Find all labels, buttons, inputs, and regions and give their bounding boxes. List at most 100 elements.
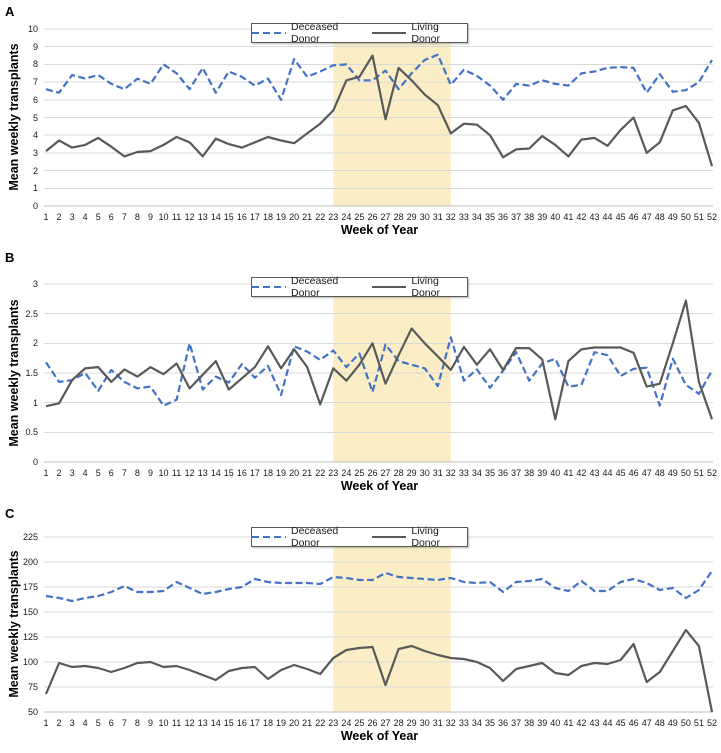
x-tick-label: 22 xyxy=(315,718,326,728)
x-tick-label: 33 xyxy=(458,468,469,478)
y-tick-label: 3 xyxy=(32,147,38,158)
x-tick-label: 17 xyxy=(249,468,260,478)
x-tick-label: 10 xyxy=(158,468,169,478)
x-tick-label: 39 xyxy=(537,468,548,478)
x-tick-label: 38 xyxy=(524,212,535,222)
legend-entry-living: Living Donor xyxy=(372,275,467,299)
x-tick-label: 1 xyxy=(43,468,49,478)
x-tick-label: 17 xyxy=(249,718,260,728)
x-tick-label: 43 xyxy=(589,718,600,728)
y-tick-label: 100 xyxy=(22,657,38,667)
x-tick-label: 2 xyxy=(56,468,62,478)
x-tick-label: 43 xyxy=(589,212,600,222)
x-tick-label: 40 xyxy=(550,468,561,478)
x-tick-label: 34 xyxy=(471,468,482,478)
x-tick-label: 27 xyxy=(380,718,391,728)
x-tick-label: 5 xyxy=(95,212,101,222)
x-tick-label: 38 xyxy=(524,468,535,478)
x-tick-label: 14 xyxy=(210,718,221,728)
x-tick-label: 22 xyxy=(315,212,326,222)
x-tick-label: 51 xyxy=(693,468,704,478)
x-tick-label: 3 xyxy=(69,718,75,728)
x-tick-label: 8 xyxy=(134,718,140,728)
x-tick-label: 37 xyxy=(511,212,522,222)
y-tick-label: 9 xyxy=(32,41,38,52)
legend-label-living: Living Donor xyxy=(411,525,440,549)
x-tick-label: 37 xyxy=(511,468,522,478)
x-tick-label: 3 xyxy=(69,468,75,478)
panel-label-b: B xyxy=(5,250,15,265)
legend: Deceased Donor Living Donor xyxy=(251,275,468,299)
x-tick-label: 29 xyxy=(406,212,417,222)
x-tick-label: 18 xyxy=(262,718,273,728)
x-tick-label: 39 xyxy=(537,212,548,222)
x-tick-label: 42 xyxy=(576,468,587,478)
legend-label-living: Living Donor xyxy=(411,275,440,299)
deceased-donor-dash-sample-icon xyxy=(252,285,286,289)
series-deceased-donor xyxy=(45,336,713,407)
x-tick-label: 34 xyxy=(471,718,482,728)
y-tick-label: 0 xyxy=(32,457,38,467)
living-donor-line-sample-icon xyxy=(372,535,407,539)
x-tick-label: 12 xyxy=(184,468,195,478)
legend-entry-living: Living Donor xyxy=(372,525,467,549)
x-tick-label: 24 xyxy=(341,468,352,478)
x-tick-label: 13 xyxy=(197,468,208,478)
y-tick-label: 7 xyxy=(32,77,38,88)
series-deceased-donor xyxy=(45,53,713,101)
x-tick-label: 20 xyxy=(289,718,300,728)
x-tick-label: 41 xyxy=(563,718,574,728)
x-tick-label: 52 xyxy=(706,212,717,222)
series-living-donor xyxy=(44,628,714,713)
x-tick-label: 26 xyxy=(367,212,378,222)
deceased-donor-dash-sample-icon xyxy=(252,31,286,35)
legend-label-deceased: Deceased Donor xyxy=(290,525,339,549)
x-tick-label: 40 xyxy=(550,212,561,222)
x-tick-label: 23 xyxy=(328,212,339,222)
x-tick-label: 39 xyxy=(537,718,548,728)
panel-label-c: C xyxy=(5,506,15,521)
x-tick-label: 18 xyxy=(262,212,273,222)
x-tick-label: 30 xyxy=(419,718,430,728)
x-tick-label: 6 xyxy=(108,468,114,478)
y-tick-label: 1 xyxy=(32,183,38,194)
x-tick-label: 50 xyxy=(680,718,691,728)
y-tick-label: 175 xyxy=(22,582,38,592)
y-tick-label: 2 xyxy=(32,338,38,349)
x-tick-label: 32 xyxy=(445,468,456,478)
x-tick-label: 49 xyxy=(667,718,678,728)
y-tick-label: 6 xyxy=(32,94,38,105)
x-tick-label: 26 xyxy=(367,718,378,728)
x-tick-label: 46 xyxy=(628,212,639,222)
y-tick-label: 10 xyxy=(27,24,38,34)
x-tick-label: 24 xyxy=(341,718,352,728)
x-tick-label: 6 xyxy=(108,718,114,728)
x-tick-label: 35 xyxy=(484,718,495,728)
legend-entry-living: Living Donor xyxy=(372,21,467,45)
x-tick-label: 52 xyxy=(706,468,717,478)
x-tick-label: 7 xyxy=(121,212,127,222)
y-tick-label: 125 xyxy=(22,632,38,642)
x-tick-label: 12 xyxy=(184,718,195,728)
y-tick-label: 200 xyxy=(22,557,38,567)
x-tick-label: 51 xyxy=(693,718,704,728)
deceased-donor-dash-sample-icon xyxy=(252,535,286,539)
series-deceased-donor xyxy=(45,570,713,603)
x-tick-label: 15 xyxy=(223,212,234,222)
x-tick-label: 15 xyxy=(223,718,234,728)
x-tick-label: 36 xyxy=(498,212,509,222)
x-tick-label: 5 xyxy=(95,468,101,478)
x-tick-label: 13 xyxy=(197,718,208,728)
x-tick-label: 25 xyxy=(354,718,365,728)
x-tick-label: 26 xyxy=(367,468,378,478)
x-tick-label: 10 xyxy=(158,718,169,728)
x-tick-label: 14 xyxy=(210,468,221,478)
x-tick-label: 7 xyxy=(121,468,127,478)
legend-label-deceased: Deceased Donor xyxy=(290,275,339,299)
x-tick-label: 4 xyxy=(82,718,88,728)
x-tick-label: 10 xyxy=(158,212,169,222)
y-tick-label: 75 xyxy=(27,682,38,692)
x-tick-label: 32 xyxy=(445,212,456,222)
x-tick-label: 23 xyxy=(328,718,339,728)
